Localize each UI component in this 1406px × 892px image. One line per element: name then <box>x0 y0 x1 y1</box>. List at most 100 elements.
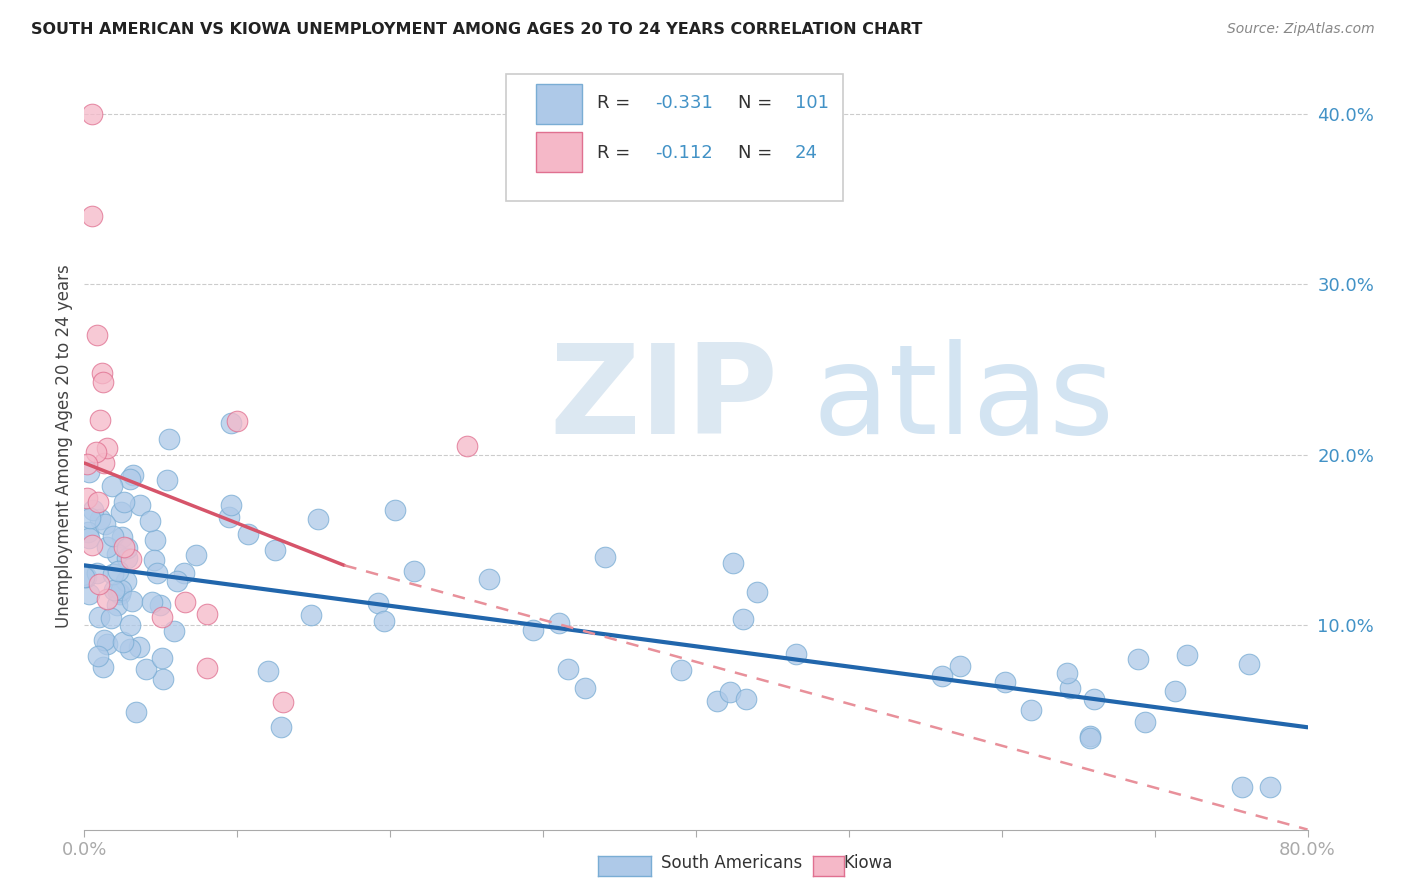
Point <box>593 550 616 565</box>
Point <box>149 598 172 612</box>
Point <box>226 414 249 428</box>
Point <box>747 585 769 599</box>
Point <box>103 583 125 598</box>
Point <box>93 660 115 674</box>
Point <box>107 585 129 599</box>
Y-axis label: Unemployment Among Ages 20 to 24 years: Unemployment Among Ages 20 to 24 years <box>55 264 73 628</box>
Text: SOUTH AMERICAN VS KIOWA UNEMPLOYMENT AMONG AGES 20 TO 24 YEARS CORRELATION CHART: SOUTH AMERICAN VS KIOWA UNEMPLOYMENT AMO… <box>31 22 922 37</box>
Point <box>110 505 132 519</box>
Point <box>112 540 135 554</box>
Point <box>1019 703 1042 717</box>
Point <box>77 587 100 601</box>
Point <box>478 572 501 586</box>
Point <box>96 637 118 651</box>
Point <box>91 366 114 380</box>
Point <box>152 672 174 686</box>
Text: R =: R = <box>598 94 636 112</box>
Point <box>87 577 110 591</box>
Point <box>115 541 138 555</box>
Point <box>84 445 107 459</box>
Text: ZIP: ZIP <box>550 340 778 460</box>
Point <box>93 455 115 469</box>
Point <box>96 441 118 455</box>
Point <box>89 511 111 525</box>
Point <box>111 530 134 544</box>
Point <box>1258 780 1281 794</box>
Point <box>718 685 741 699</box>
Point <box>1078 731 1101 746</box>
Point <box>75 569 97 583</box>
Point <box>87 495 110 509</box>
Point <box>404 564 426 578</box>
Text: N =: N = <box>738 144 778 162</box>
Point <box>87 610 110 624</box>
Point <box>785 647 807 661</box>
Bar <box>536 132 582 172</box>
Point <box>236 527 259 541</box>
Point <box>1083 691 1105 706</box>
Point <box>547 615 569 630</box>
Point <box>135 662 157 676</box>
Bar <box>536 84 582 124</box>
Point <box>118 641 141 656</box>
Point <box>86 328 108 343</box>
Point <box>121 594 143 608</box>
Text: Source: ZipAtlas.com: Source: ZipAtlas.com <box>1227 22 1375 37</box>
Point <box>173 566 195 580</box>
Point <box>263 543 285 558</box>
Text: -0.331: -0.331 <box>655 94 713 112</box>
Point <box>156 474 179 488</box>
Point <box>112 494 135 508</box>
Text: R =: R = <box>598 144 636 162</box>
Point <box>125 705 148 719</box>
Point <box>1126 652 1149 666</box>
Point <box>373 614 395 628</box>
Point <box>143 533 166 548</box>
Point <box>73 570 96 584</box>
Point <box>80 539 103 553</box>
Point <box>1135 715 1157 730</box>
Point <box>89 413 111 427</box>
Point <box>129 498 152 512</box>
Point <box>101 529 124 543</box>
Point <box>94 517 117 532</box>
Point <box>574 681 596 695</box>
Point <box>80 106 103 120</box>
Point <box>949 658 972 673</box>
Point <box>157 432 180 446</box>
Point <box>82 502 104 516</box>
Point <box>128 640 150 655</box>
Text: -0.112: -0.112 <box>655 144 713 162</box>
Point <box>118 472 141 486</box>
Point <box>141 595 163 609</box>
Point <box>76 457 98 471</box>
Point <box>218 509 240 524</box>
Text: 24: 24 <box>794 144 818 162</box>
Point <box>671 664 693 678</box>
Point <box>735 692 758 706</box>
Point <box>706 694 728 708</box>
Point <box>1237 657 1260 672</box>
Point <box>105 547 128 561</box>
Point <box>122 467 145 482</box>
Point <box>1059 681 1081 695</box>
Point <box>557 662 579 676</box>
Point <box>107 564 129 578</box>
Point <box>307 512 329 526</box>
Point <box>221 498 243 512</box>
Point <box>120 551 142 566</box>
Text: N =: N = <box>738 94 778 112</box>
Point <box>195 607 218 621</box>
Point <box>118 618 141 632</box>
Point <box>522 624 544 638</box>
Point <box>1078 729 1101 743</box>
Point <box>163 624 186 638</box>
Point <box>114 574 136 589</box>
Point <box>80 209 103 223</box>
Point <box>108 587 131 601</box>
Point <box>111 635 134 649</box>
Point <box>150 650 173 665</box>
Point <box>271 695 294 709</box>
Point <box>105 598 128 612</box>
Text: South Americans: South Americans <box>661 855 801 872</box>
